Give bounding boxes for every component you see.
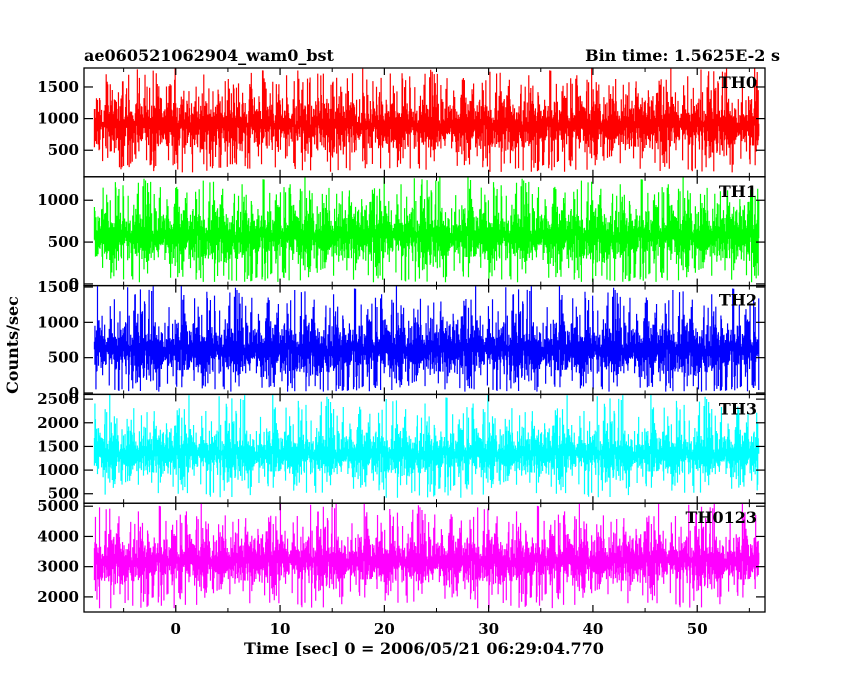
- y-tick-label: 1000: [37, 461, 79, 479]
- panel-th0123: 2000 3000 4000 5000 TH0123: [37, 497, 766, 613]
- panel-frame: [83, 502, 766, 613]
- y-tick-label: 1500: [37, 78, 79, 96]
- y-tick-label: 0: [69, 275, 79, 293]
- x-tick-label: 50: [687, 620, 708, 638]
- panel-label: TH3: [719, 399, 757, 418]
- panel-th1: 0 500 1000 TH1: [37, 176, 766, 293]
- y-tick-label: 500: [48, 141, 79, 159]
- y-tick-label: 1500: [37, 437, 79, 455]
- y-tick-label: 5000: [37, 497, 79, 515]
- panel-label: TH1: [719, 182, 757, 201]
- y-tick-label: 4000: [37, 527, 79, 545]
- panel-th3: 500 1000 1500 2000 2500 TH3: [37, 390, 766, 504]
- series-th1: [93, 176, 760, 283]
- y-tick-label: 3000: [37, 558, 79, 576]
- x-tick-label: 10: [270, 620, 291, 638]
- x-tick-label: 40: [582, 620, 603, 638]
- y-tick-label: 500: [48, 233, 79, 251]
- bin-time-label: Bin time: 1.5625E-2 s: [585, 46, 780, 65]
- y-tick-label: 1500: [37, 278, 79, 296]
- x-axis-label: Time [sec] 0 = 2006/05/21 06:29:04.770: [244, 639, 604, 658]
- series-th2: [93, 285, 760, 392]
- x-tick-label: 30: [478, 620, 499, 638]
- panel-label: TH2: [719, 291, 757, 310]
- plot-title: ae060521062904_wam0_bst: [84, 46, 335, 65]
- x-tick-label: 20: [374, 620, 395, 638]
- y-tick-label: 1000: [37, 313, 79, 331]
- series-th0123: [93, 503, 760, 609]
- y-tick-label: 2000: [37, 414, 79, 432]
- y-tick-label: 2500: [37, 390, 79, 408]
- y-tick-label: 1000: [37, 191, 79, 209]
- y-tick-label: 1000: [37, 110, 79, 128]
- y-tick-label: 0: [69, 384, 79, 402]
- x-tick-label: 0: [171, 620, 181, 638]
- panel-label: TH0123: [685, 508, 757, 527]
- panel-th0: 500 1000 1500 TH0: [37, 67, 766, 178]
- panel-th2: 0 500 1000 1500 TH2: [37, 278, 766, 402]
- y-tick-label: 500: [48, 349, 79, 367]
- y-tick-label: 2000: [37, 588, 79, 606]
- y-tick-label: 500: [48, 485, 79, 503]
- y-axis-label: Counts/sec: [3, 296, 22, 394]
- panel-label: TH0: [719, 73, 757, 92]
- series-th0: [93, 68, 760, 173]
- series-th3: [93, 394, 760, 498]
